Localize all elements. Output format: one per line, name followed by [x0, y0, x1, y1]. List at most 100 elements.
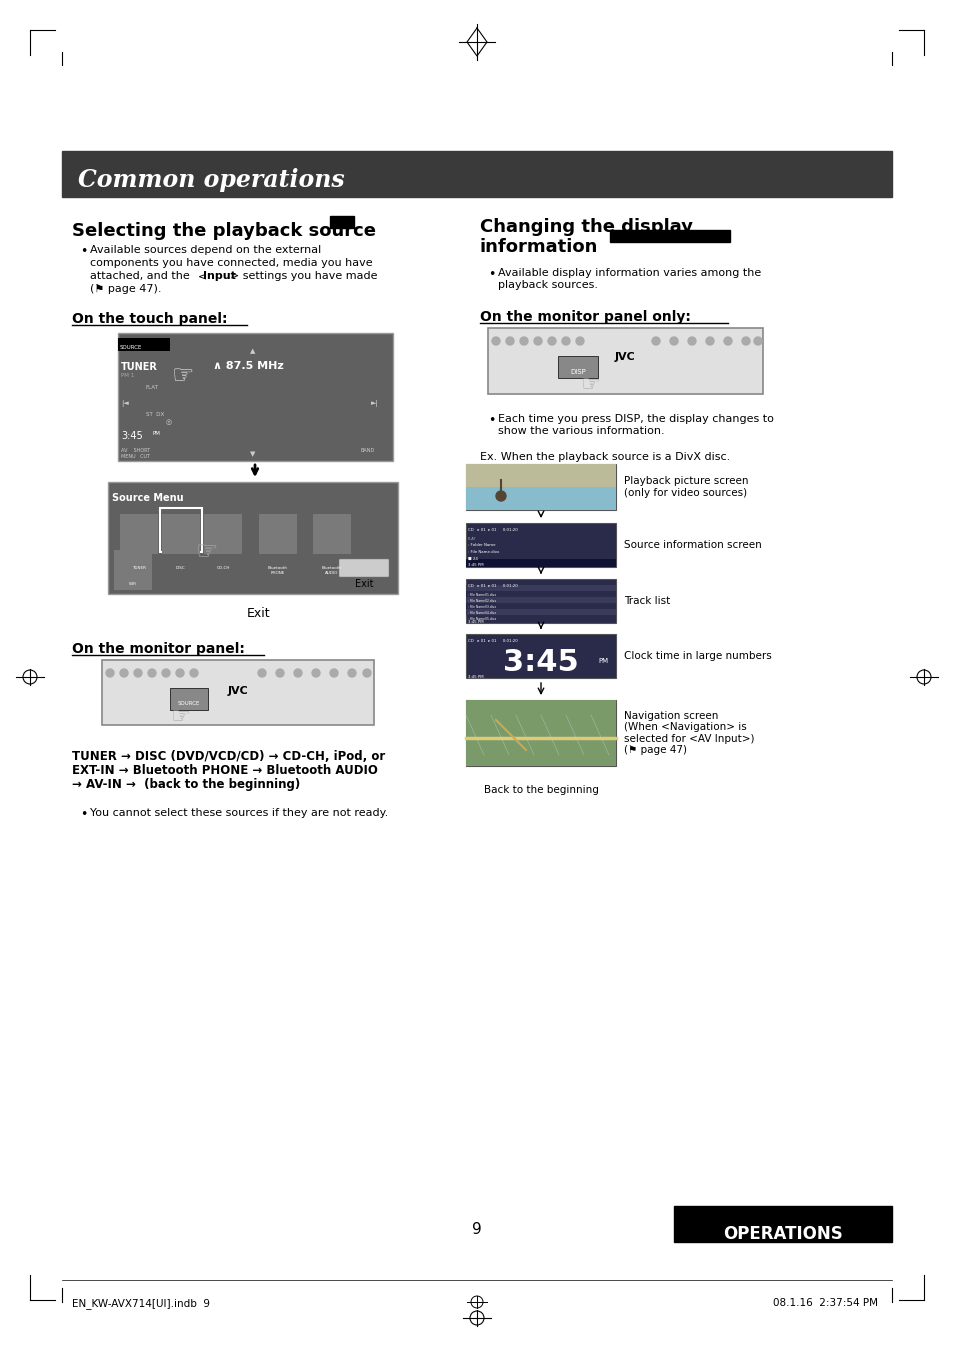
- Text: On the touch panel:: On the touch panel:: [71, 311, 227, 326]
- Text: ►|: ►|: [371, 399, 378, 408]
- Bar: [160, 508, 202, 552]
- Text: AV    SHORT: AV SHORT: [121, 448, 150, 454]
- Bar: [465, 603, 616, 609]
- FancyBboxPatch shape: [338, 558, 389, 578]
- Text: ☞: ☞: [195, 540, 218, 565]
- Text: Ex. When the playback source is a DivX disc.: Ex. When the playback source is a DivX d…: [479, 452, 729, 462]
- Circle shape: [148, 669, 156, 677]
- Text: Selecting the playback source: Selecting the playback source: [71, 222, 375, 240]
- Text: : File Name04.divx: : File Name04.divx: [468, 611, 496, 615]
- Text: •: •: [488, 268, 495, 282]
- Text: Clock time in large numbers: Clock time in large numbers: [623, 651, 771, 661]
- Text: Playback picture screen
(only for video sources): Playback picture screen (only for video …: [623, 477, 748, 498]
- Bar: [120, 515, 158, 554]
- Text: TUNER: TUNER: [121, 362, 157, 372]
- Circle shape: [547, 337, 556, 345]
- Text: 3:45: 3:45: [121, 431, 143, 441]
- Text: Source Menu: Source Menu: [112, 493, 183, 502]
- Bar: [108, 482, 397, 594]
- Text: Navigation screen
(When <Navigation> is
selected for <AV Input>)
(⚑ page 47): Navigation screen (When <Navigation> is …: [623, 711, 754, 756]
- Text: Changing the display: Changing the display: [479, 218, 692, 236]
- Bar: [313, 515, 351, 554]
- Circle shape: [106, 669, 113, 677]
- Text: TUNER → DISC (DVD/VCD/CD) → CD-CH, iPod, or: TUNER → DISC (DVD/VCD/CD) → CD-CH, iPod,…: [71, 750, 385, 764]
- Text: information: information: [479, 238, 598, 256]
- Bar: [465, 487, 616, 510]
- Circle shape: [651, 337, 659, 345]
- Bar: [609, 230, 729, 242]
- Bar: [465, 464, 616, 510]
- Text: OPERATIONS: OPERATIONS: [722, 1225, 842, 1243]
- Text: ▲: ▲: [250, 348, 255, 353]
- Bar: [330, 217, 354, 227]
- Circle shape: [519, 337, 527, 345]
- Text: You cannot select these sources if they are not ready.: You cannot select these sources if they …: [90, 808, 388, 818]
- Circle shape: [133, 669, 142, 677]
- Text: > settings you have made: > settings you have made: [230, 271, 377, 282]
- Circle shape: [741, 337, 749, 345]
- Text: CD   ▸ 01  ▸ 01     0:01:20: CD ▸ 01 ▸ 01 0:01:20: [468, 584, 517, 588]
- Text: ∧ 87.5 MHz: ∧ 87.5 MHz: [213, 362, 283, 371]
- Text: CD   ▸ 01  ▸ 01     0:01:20: CD ▸ 01 ▸ 01 0:01:20: [468, 639, 517, 643]
- Text: 08.1.16  2:37:54 PM: 08.1.16 2:37:54 PM: [772, 1298, 877, 1308]
- Bar: [465, 634, 616, 678]
- Text: → AV-IN →  (back to the beginning): → AV-IN → (back to the beginning): [71, 779, 300, 791]
- Bar: [258, 515, 296, 554]
- Circle shape: [496, 492, 505, 501]
- Text: 3:45 PM: 3:45 PM: [468, 563, 483, 567]
- Text: BAND: BAND: [360, 448, 375, 454]
- Text: Common operations: Common operations: [78, 168, 344, 192]
- Text: CD   ▸ 01  ▸ 01     0:01:20: CD ▸ 01 ▸ 01 0:01:20: [468, 528, 517, 532]
- Text: On the monitor panel:: On the monitor panel:: [71, 642, 245, 655]
- Bar: [465, 700, 616, 766]
- Text: : File Name.divx: : File Name.divx: [468, 550, 498, 554]
- Bar: [465, 590, 616, 597]
- Text: •: •: [80, 808, 88, 821]
- Bar: [170, 688, 208, 709]
- Bar: [118, 333, 393, 460]
- Text: Bluetooth
PHONE: Bluetooth PHONE: [268, 566, 288, 574]
- Circle shape: [120, 669, 128, 677]
- Text: DISC: DISC: [176, 566, 186, 570]
- Circle shape: [753, 337, 761, 345]
- Bar: [465, 464, 616, 487]
- Circle shape: [275, 669, 284, 677]
- Circle shape: [669, 337, 678, 345]
- Text: : File Name05.divx: : File Name05.divx: [468, 617, 496, 621]
- Bar: [465, 700, 616, 766]
- Text: ☞: ☞: [170, 707, 190, 727]
- Text: components you have connected, media you have: components you have connected, media you…: [90, 259, 373, 268]
- Text: PM: PM: [598, 658, 607, 663]
- Circle shape: [505, 337, 514, 345]
- Text: Available display information varies among the
playback sources.: Available display information varies amo…: [497, 268, 760, 290]
- Text: DISP: DISP: [570, 370, 585, 375]
- Text: ☞: ☞: [579, 375, 599, 395]
- Text: EN_KW-AVX714[UI].indb  9: EN_KW-AVX714[UI].indb 9: [71, 1298, 210, 1309]
- Circle shape: [330, 669, 337, 677]
- Text: : Folder Name: : Folder Name: [468, 543, 495, 547]
- Text: Each time you press DISP, the display changes to: Each time you press DISP, the display ch…: [497, 414, 773, 424]
- Text: SOURCE: SOURCE: [120, 345, 142, 349]
- Text: PM: PM: [152, 431, 161, 436]
- Bar: [465, 559, 616, 567]
- Text: •: •: [80, 245, 88, 259]
- Text: •: •: [488, 414, 495, 427]
- Bar: [204, 515, 242, 554]
- Bar: [102, 659, 374, 724]
- Text: ☞: ☞: [172, 364, 194, 389]
- Text: JVC: JVC: [228, 686, 248, 696]
- Text: Track list: Track list: [623, 596, 670, 607]
- Text: 3:45: 3:45: [502, 649, 578, 677]
- Text: CD-CH: CD-CH: [216, 566, 230, 570]
- Bar: [118, 338, 170, 351]
- Text: PLAY: PLAY: [468, 538, 476, 542]
- Text: Source information screen: Source information screen: [623, 540, 760, 550]
- Bar: [465, 585, 616, 590]
- Bar: [162, 515, 200, 554]
- Circle shape: [705, 337, 713, 345]
- Text: EXT-IN → Bluetooth PHONE → Bluetooth AUDIO: EXT-IN → Bluetooth PHONE → Bluetooth AUD…: [71, 764, 377, 777]
- Circle shape: [534, 337, 541, 345]
- Circle shape: [363, 669, 371, 677]
- Text: TUNER: TUNER: [132, 566, 146, 570]
- Bar: [113, 550, 152, 590]
